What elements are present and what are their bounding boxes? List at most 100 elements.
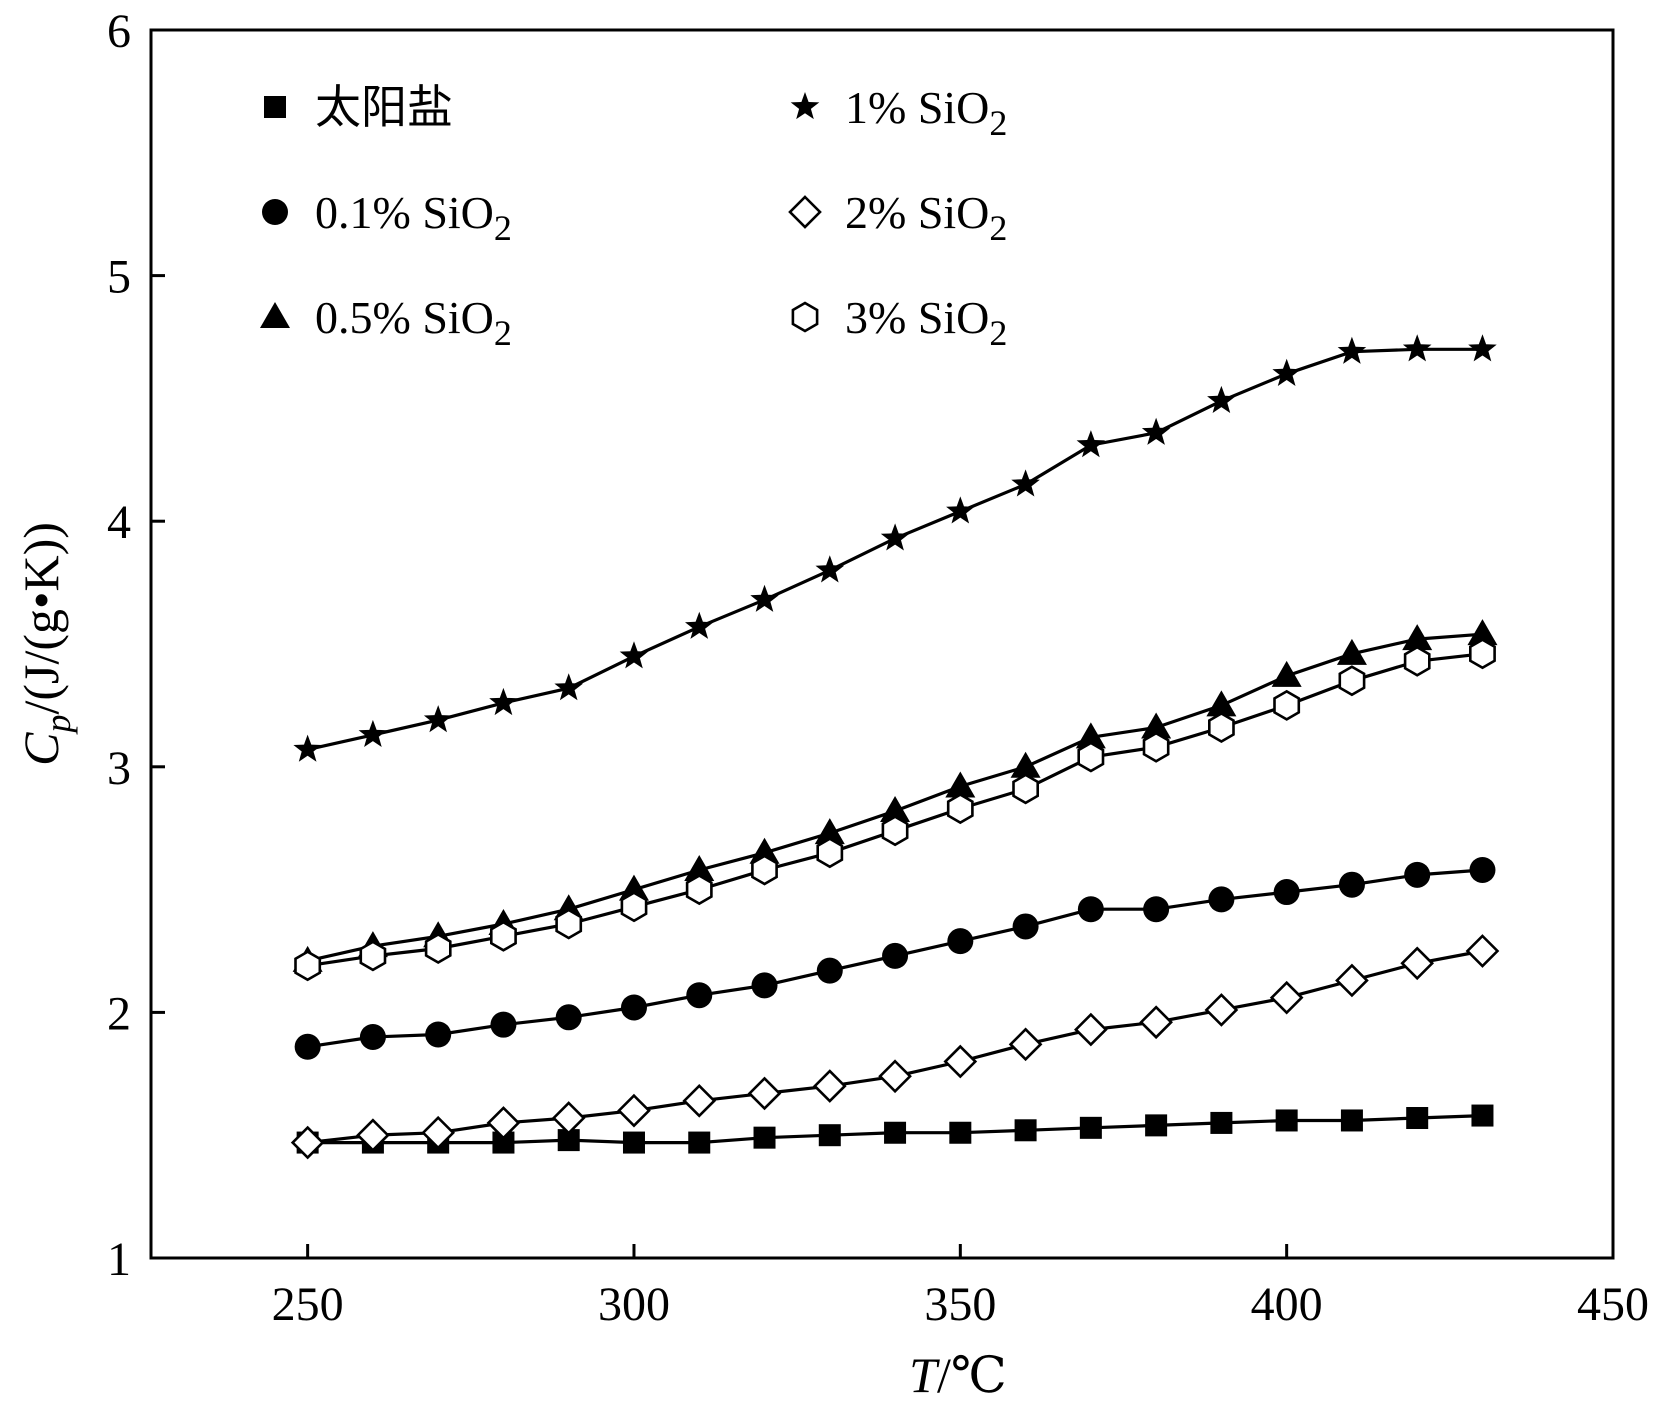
data-point-circle (1208, 886, 1235, 913)
data-point-star (554, 673, 583, 701)
data-point-star (1141, 417, 1171, 445)
data-point-diamond (1400, 946, 1435, 981)
data-point-circle (1469, 856, 1496, 883)
data-point-square (688, 1131, 711, 1154)
data-point-hexagon (620, 891, 648, 923)
legend-marker-diamond (788, 195, 822, 229)
data-point-square (884, 1121, 907, 1144)
data-point-triangle (1010, 751, 1041, 778)
data-point-square (557, 1129, 580, 1152)
data-point-hexagon (424, 932, 452, 965)
x-tick-label: 450 (1577, 1278, 1649, 1331)
data-point-star (815, 555, 845, 583)
x-axis-variable: T (909, 1347, 940, 1403)
data-point-triangle (1336, 638, 1367, 665)
data-point-circle (1404, 861, 1431, 888)
data-point-star (489, 687, 518, 716)
data-point-star (423, 705, 453, 733)
legend-label: 0.1% SiO2 (315, 187, 512, 248)
data-point-hexagon (359, 940, 387, 972)
data-point-hexagon (751, 854, 778, 886)
x-tick-label: 250 (272, 1278, 344, 1331)
data-point-square (1145, 1114, 1168, 1137)
data-point-hexagon (881, 815, 909, 847)
series-line-diamond (307, 949, 1483, 1145)
y-tick-label: 4 (107, 496, 131, 549)
data-point-hexagon (816, 837, 844, 869)
data-point-star (685, 611, 714, 639)
data-point-triangle (684, 854, 715, 881)
data-point-circle (1012, 913, 1039, 940)
data-point-diamond (486, 1106, 521, 1140)
y-tick-label: 6 (107, 5, 131, 58)
data-point-triangle (618, 874, 649, 901)
y-tick-label: 1 (107, 1233, 131, 1286)
legend-label: 1% SiO2 (845, 82, 1007, 143)
data-point-square (1079, 1116, 1102, 1139)
data-point-star (1207, 385, 1236, 413)
data-point-hexagon (946, 793, 974, 825)
data-point-circle (425, 1021, 452, 1048)
data-point-circle (1273, 879, 1300, 906)
data-point-hexagon (1273, 689, 1301, 721)
data-point-diamond (421, 1115, 456, 1150)
data-point-star (358, 719, 388, 747)
data-point-square (1275, 1109, 1298, 1132)
data-point-square (1471, 1104, 1494, 1127)
data-point-square (949, 1121, 972, 1144)
x-tick-label: 300 (598, 1278, 670, 1331)
y-axis-subscript: p (38, 715, 78, 736)
data-point-star (1076, 430, 1106, 458)
data-point-triangle (814, 818, 845, 845)
legend-marker-star (790, 92, 820, 120)
data-point-circle (882, 942, 909, 969)
legend: 太阳盐 0.1% SiO2 0.5% SiO2 1% SiO2 2% SiO2 3% Si… (260, 82, 1007, 353)
x-tick-label: 400 (1251, 1278, 1323, 1331)
data-point-circle (751, 972, 778, 999)
data-point-star (1011, 469, 1040, 497)
data-point-triangle (1271, 660, 1302, 687)
data-point-triangle (1141, 712, 1172, 739)
data-point-hexagon (1012, 773, 1039, 805)
x-tick-label: 350 (924, 1278, 996, 1331)
data-point-circle (1338, 871, 1365, 898)
data-point-circle (490, 1011, 517, 1038)
data-point-diamond (1204, 993, 1239, 1027)
data-point-hexagon (1142, 731, 1170, 763)
data-point-diamond (682, 1083, 717, 1118)
legend-marker-hexagon (791, 301, 819, 333)
series-lines (307, 347, 1483, 1145)
data-point-hexagon (685, 874, 713, 906)
data-point-circle (816, 957, 843, 984)
data-point-circle (359, 1023, 386, 1050)
data-point-circle (686, 982, 713, 1009)
data-point-diamond (1139, 1005, 1173, 1040)
data-point-diamond (1465, 934, 1500, 968)
data-point-hexagon (489, 920, 517, 952)
x-axis-unit: /℃ (937, 1347, 1007, 1403)
data-point-star (1468, 334, 1497, 362)
data-point-hexagon (1403, 645, 1431, 677)
data-point-star (1402, 334, 1432, 362)
data-point-diamond (617, 1093, 651, 1128)
legend-marker-square (264, 96, 286, 118)
data-point-square (1014, 1119, 1037, 1142)
y-axis-unit: /(J/(g•K)) (13, 522, 69, 714)
plot-frame (149, 28, 1615, 1260)
data-point-star (1272, 358, 1301, 386)
data-point-star (880, 523, 910, 551)
data-point-star (619, 641, 649, 669)
data-point-star (750, 584, 779, 612)
data-point-diamond (747, 1076, 782, 1111)
data-point-circle (1143, 896, 1170, 923)
legend-label: 太阳盐 (315, 82, 453, 133)
legend-label: 0.5% SiO2 (315, 292, 512, 353)
data-point-hexagon (1469, 638, 1496, 670)
data-point-diamond (1008, 1027, 1043, 1062)
data-point-diamond (551, 1101, 586, 1135)
data-point-star (1337, 336, 1367, 364)
data-point-triangle (1467, 619, 1498, 646)
data-point-hexagon (1077, 741, 1105, 773)
y-axis-variable: C (13, 732, 69, 766)
